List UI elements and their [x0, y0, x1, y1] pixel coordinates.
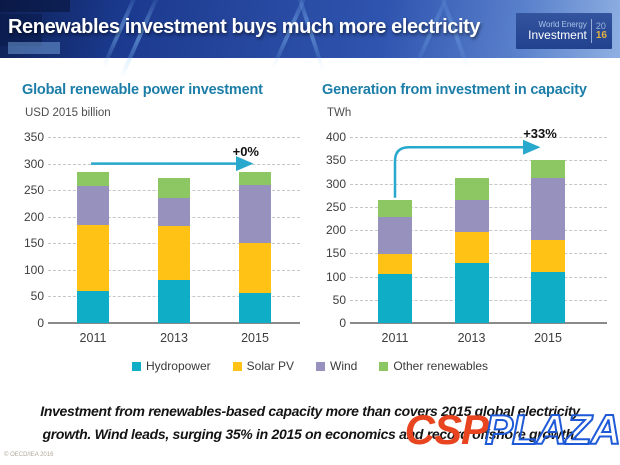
- gridline: [48, 163, 300, 165]
- bar-segment-2015-other_renewables: [239, 171, 271, 185]
- x-tick-label: 2015: [534, 331, 562, 345]
- bar-segment-2013-wind: [158, 198, 190, 227]
- y-tick-label: 200: [325, 223, 346, 237]
- bar-segment-2013-solar_pv: [158, 226, 190, 281]
- logo-year-bottom: 16: [595, 29, 607, 41]
- y-tick-label: 150: [23, 236, 44, 251]
- bar-segment-2015-hydropower: [239, 293, 271, 323]
- takeaway-line-2: growth. Wind leads, surging 35% in 2015 …: [42, 426, 578, 442]
- annotation-label: +33%: [523, 126, 557, 142]
- logo-year: 20 16: [595, 20, 607, 41]
- legend-label: Wind: [330, 359, 358, 373]
- y-tick-label: 0: [37, 316, 44, 330]
- header-art: [8, 42, 60, 54]
- y-tick-label: 200: [23, 209, 44, 224]
- bar-segment-2011-hydropower: [77, 291, 109, 323]
- chart-legend: Hydropower Solar PV Wind Other renewables: [0, 359, 620, 373]
- header-art: [0, 14, 42, 46]
- bar-segment-2011-hydropower: [378, 273, 412, 323]
- bar-segment-2011-other_renewables: [378, 199, 412, 218]
- y-tick-label: 150: [325, 246, 346, 261]
- bar-segment-2013-other_renewables: [454, 178, 489, 201]
- slide-title: Renewables investment buys much more ele…: [8, 16, 481, 38]
- legend-item-hydropower: Hydropower: [131, 359, 211, 373]
- gridline: [350, 137, 607, 138]
- legend-swatch-wind: [316, 361, 325, 371]
- chart-title-investment: Global renewable power investment: [22, 82, 263, 98]
- y-tick-label: 350: [23, 130, 44, 144]
- bar-segment-2015-solar_pv: [531, 240, 565, 272]
- annotation-label: +0%: [232, 143, 259, 159]
- logo-investment: Investment: [528, 27, 587, 42]
- legend-item-solar_pv: Solar PV: [232, 359, 294, 373]
- legend-item-other_renewables: Other renewables: [379, 359, 488, 373]
- gridline: [350, 160, 607, 162]
- y-tick-label: 250: [23, 183, 44, 198]
- x-tick-label: 2011: [79, 331, 107, 345]
- logo-year-top: 20: [595, 20, 606, 31]
- bar-segment-2011-other_renewables: [77, 171, 109, 187]
- y-tick-label: 300: [23, 156, 44, 171]
- bar-segment-2013-wind: [454, 200, 489, 233]
- bar-segment-2015-wind: [239, 184, 271, 243]
- x-axis-line: [350, 322, 607, 324]
- report-logo: World Energy Investment 20 16: [516, 13, 612, 49]
- header-art: [0, 0, 70, 12]
- chart-unit-investment: USD 2015 billion: [25, 107, 111, 119]
- takeaway-line-1: Investment from renewables-based capacit…: [40, 403, 580, 419]
- bar-segment-2011-wind: [77, 186, 109, 226]
- y-tick-label: 350: [325, 153, 346, 168]
- bar-segment-2015-solar_pv: [239, 242, 271, 294]
- chart-title-generation: Generation from investment in capacity: [322, 82, 587, 98]
- logo-world-energy: World Energy: [538, 19, 587, 29]
- legend-swatch-hydropower: [131, 361, 141, 371]
- x-tick-label: 2015: [241, 331, 269, 345]
- watermark-csp: CSP: [404, 406, 489, 453]
- legend-swatch-other_renewables: [379, 361, 389, 371]
- legend-label: Solar PV: [246, 359, 294, 373]
- y-tick-label: 100: [325, 269, 346, 284]
- legend-label: Hydropower: [145, 359, 211, 373]
- bar-segment-2013-solar_pv: [454, 232, 489, 263]
- y-tick-label: 50: [30, 289, 44, 304]
- watermark-plaza: PLAZA: [484, 405, 620, 453]
- y-tick-label: 400: [325, 130, 346, 144]
- y-tick-label: 50: [332, 292, 346, 307]
- x-tick-label: 2011: [381, 331, 409, 345]
- bar-segment-2011-solar_pv: [378, 254, 412, 274]
- bar-segment-2013-hydropower: [158, 280, 190, 323]
- logo-divider: [590, 19, 592, 43]
- chart-unit-generation: TWh: [327, 107, 352, 119]
- bar-segment-2011-solar_pv: [77, 225, 109, 292]
- gridline: [48, 137, 300, 138]
- x-axis-line: [48, 322, 300, 324]
- bar-segment-2015-wind: [531, 177, 565, 241]
- legend-item-wind: Wind: [316, 359, 357, 373]
- header: Renewables investment buys much more ele…: [0, 0, 620, 80]
- y-tick-label: 300: [325, 176, 346, 191]
- x-tick-label: 2013: [457, 331, 486, 345]
- bar-segment-2015-hydropower: [531, 271, 565, 323]
- y-tick-label: 0: [339, 316, 346, 330]
- watermark: CSPPLAZA: [404, 405, 620, 453]
- bar-segment-2013-other_renewables: [158, 177, 190, 199]
- legend-swatch-solar_pv: [232, 361, 242, 371]
- bar-segment-2015-other_renewables: [531, 160, 565, 178]
- y-tick-label: 250: [325, 199, 346, 214]
- x-tick-label: 2013: [160, 331, 188, 345]
- y-tick-label: 100: [23, 262, 44, 277]
- report-logo-brand: World Energy Investment: [521, 19, 587, 42]
- bar-segment-2013-hydropower: [454, 262, 489, 323]
- copyright: © OECD/IEA 2016: [4, 452, 54, 458]
- legend-label: Other renewables: [393, 359, 489, 373]
- bar-segment-2011-wind: [378, 217, 412, 255]
